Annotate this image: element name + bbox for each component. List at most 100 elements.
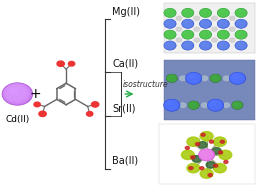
Circle shape <box>165 42 174 49</box>
Circle shape <box>165 31 174 38</box>
Circle shape <box>236 31 245 38</box>
Circle shape <box>238 21 241 24</box>
Circle shape <box>219 31 227 37</box>
Circle shape <box>236 9 247 17</box>
Circle shape <box>165 42 174 48</box>
Circle shape <box>191 103 196 107</box>
Circle shape <box>166 10 173 15</box>
Circle shape <box>191 156 195 159</box>
Circle shape <box>164 9 176 17</box>
Circle shape <box>220 32 225 36</box>
Circle shape <box>167 102 175 107</box>
Circle shape <box>200 30 211 39</box>
Circle shape <box>218 41 229 50</box>
Circle shape <box>202 43 208 47</box>
Circle shape <box>220 43 226 47</box>
Circle shape <box>211 75 221 82</box>
Circle shape <box>185 32 190 36</box>
Circle shape <box>202 21 208 25</box>
Circle shape <box>201 43 208 48</box>
Circle shape <box>184 43 190 47</box>
Circle shape <box>233 75 240 80</box>
Circle shape <box>208 100 223 111</box>
Text: +: + <box>29 87 41 101</box>
Circle shape <box>202 32 208 36</box>
Circle shape <box>167 11 172 14</box>
Circle shape <box>39 111 46 117</box>
Circle shape <box>237 21 244 26</box>
Circle shape <box>200 9 211 17</box>
Circle shape <box>203 43 207 47</box>
Circle shape <box>233 75 237 78</box>
Circle shape <box>190 103 196 107</box>
Circle shape <box>236 41 247 50</box>
Circle shape <box>220 11 225 14</box>
Text: Ca(II): Ca(II) <box>112 59 139 69</box>
Circle shape <box>224 160 228 163</box>
Circle shape <box>182 9 193 17</box>
Circle shape <box>200 20 210 27</box>
Circle shape <box>211 102 218 107</box>
Circle shape <box>182 9 194 17</box>
Circle shape <box>185 43 188 45</box>
Circle shape <box>4 84 30 103</box>
Circle shape <box>200 167 204 170</box>
Circle shape <box>218 20 229 28</box>
Circle shape <box>237 32 244 37</box>
Circle shape <box>165 42 175 49</box>
Circle shape <box>223 76 230 81</box>
Circle shape <box>237 43 244 48</box>
Circle shape <box>191 103 195 106</box>
FancyBboxPatch shape <box>164 60 255 120</box>
Circle shape <box>165 100 178 109</box>
Circle shape <box>233 102 241 108</box>
Circle shape <box>211 75 220 81</box>
Circle shape <box>191 103 194 105</box>
Circle shape <box>189 102 198 108</box>
Circle shape <box>185 21 190 25</box>
Circle shape <box>165 100 179 110</box>
Circle shape <box>201 9 210 16</box>
Text: Sr(II): Sr(II) <box>112 104 136 114</box>
Circle shape <box>168 76 174 80</box>
Circle shape <box>8 87 24 99</box>
Circle shape <box>166 43 173 47</box>
Circle shape <box>165 9 175 17</box>
Circle shape <box>183 10 192 16</box>
Circle shape <box>218 30 229 39</box>
Circle shape <box>183 20 192 27</box>
Circle shape <box>165 9 174 16</box>
Circle shape <box>237 31 245 37</box>
Circle shape <box>206 162 215 168</box>
Circle shape <box>233 102 242 108</box>
Circle shape <box>201 10 208 15</box>
Circle shape <box>200 41 211 50</box>
Circle shape <box>5 85 28 102</box>
Circle shape <box>57 61 64 66</box>
Circle shape <box>188 74 198 81</box>
Circle shape <box>236 30 247 39</box>
Circle shape <box>187 163 200 173</box>
Circle shape <box>200 42 210 49</box>
Circle shape <box>186 73 201 83</box>
Circle shape <box>3 84 31 104</box>
Circle shape <box>165 31 175 38</box>
Circle shape <box>166 101 176 108</box>
Circle shape <box>202 152 207 155</box>
Circle shape <box>183 31 192 38</box>
Circle shape <box>237 20 245 27</box>
Circle shape <box>236 31 246 38</box>
Circle shape <box>181 150 194 160</box>
Circle shape <box>183 21 191 26</box>
Circle shape <box>202 43 206 45</box>
Circle shape <box>238 21 243 25</box>
Circle shape <box>218 9 229 17</box>
Circle shape <box>200 20 211 28</box>
Circle shape <box>185 32 188 35</box>
Circle shape <box>167 21 170 24</box>
Circle shape <box>233 75 240 80</box>
Circle shape <box>184 21 190 26</box>
Circle shape <box>198 142 207 148</box>
Circle shape <box>164 20 176 28</box>
Circle shape <box>201 32 209 37</box>
